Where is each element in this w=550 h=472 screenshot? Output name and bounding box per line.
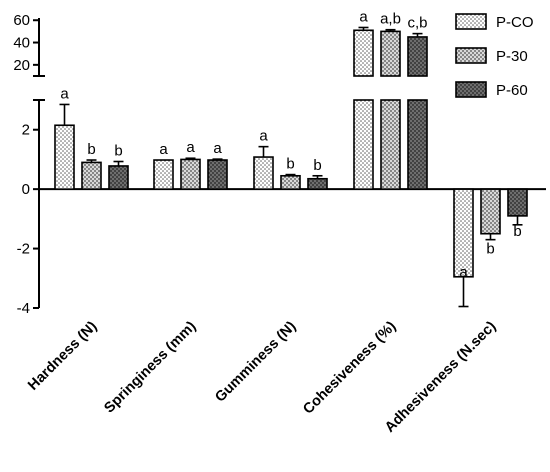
significance-label: a xyxy=(259,128,268,145)
significance-label: b xyxy=(114,143,122,160)
bar-p-60-gumminess-n xyxy=(307,177,328,190)
legend-label-p-co: P-CO xyxy=(496,14,534,31)
labels: a b b Hardness (N) a a a Springiness (mm) a b b Gum… xyxy=(25,8,521,435)
legend: P-CO P-30 P-60 xyxy=(455,13,534,99)
significance-label: a,b xyxy=(380,11,401,28)
significance-label: b xyxy=(513,223,521,240)
bar-p-30-cohesiveness-upper xyxy=(380,30,401,77)
legend-swatch-p-co xyxy=(455,13,487,30)
bar-p-30-cohesiveness xyxy=(380,99,401,190)
bar-p-co-springiness-mm xyxy=(153,159,174,190)
significance-label: b xyxy=(486,241,494,258)
y-tick-label: 0 xyxy=(22,181,30,198)
y-tick-label: 60 xyxy=(13,12,30,29)
bar-p-30-springiness-mm xyxy=(180,158,201,190)
significance-label: a xyxy=(459,264,468,281)
significance-label: b xyxy=(87,141,95,158)
bar-p-60-hardness-n xyxy=(108,165,129,190)
bar-p-60-cohesiveness-upper xyxy=(407,36,428,77)
y-tick-label: -2 xyxy=(17,241,30,258)
x-tick-label-gumminess-n: Gumminess (N) xyxy=(212,318,299,405)
x-tick-label-cohesiveness: Cohesiveness (%) xyxy=(300,318,399,417)
legend-swatch-p-60 xyxy=(455,81,487,98)
x-tick-label-adhesiveness-n-sec: Adhesiveness (N.sec) xyxy=(382,318,499,435)
significance-label: a xyxy=(60,85,69,102)
bar-p-30-adhesiveness-n-sec xyxy=(480,188,501,235)
bar-p-co-hardness-n xyxy=(54,124,75,190)
significance-label: a xyxy=(359,8,368,25)
bar-p-60-adhesiveness-n-sec xyxy=(507,188,528,217)
y-tick-label: 20 xyxy=(13,57,30,74)
legend-swatch-p-30 xyxy=(455,47,487,64)
bar-p-30-gumminess-n xyxy=(280,174,301,190)
significance-label: a xyxy=(186,139,195,156)
legend-label-p-30: P-30 xyxy=(496,48,528,65)
y-tick-label: 40 xyxy=(13,35,30,52)
x-tick-label-hardness-n: Hardness (N) xyxy=(25,318,100,393)
x-tick-label-springiness-mm: Springiness (mm) xyxy=(101,318,199,416)
bar-p-co-cohesiveness xyxy=(353,99,374,190)
bar-p-30-hardness-n xyxy=(81,161,102,190)
significance-label: a xyxy=(159,141,168,158)
significance-label: a xyxy=(213,140,222,157)
legend-label-p-60: P-60 xyxy=(496,82,528,99)
significance-label: b xyxy=(286,156,294,173)
bar-p-co-cohesiveness-upper xyxy=(353,29,374,77)
significance-label: c,b xyxy=(407,15,427,32)
bar-p-co-gumminess-n xyxy=(253,156,274,190)
y-tick-label: -4 xyxy=(17,300,30,317)
bars xyxy=(54,26,528,308)
significance-label: b xyxy=(313,157,321,174)
y-tick-label: 2 xyxy=(22,122,30,139)
bar-p-60-cohesiveness xyxy=(407,99,428,190)
bar-p-60-springiness-mm xyxy=(207,159,228,190)
